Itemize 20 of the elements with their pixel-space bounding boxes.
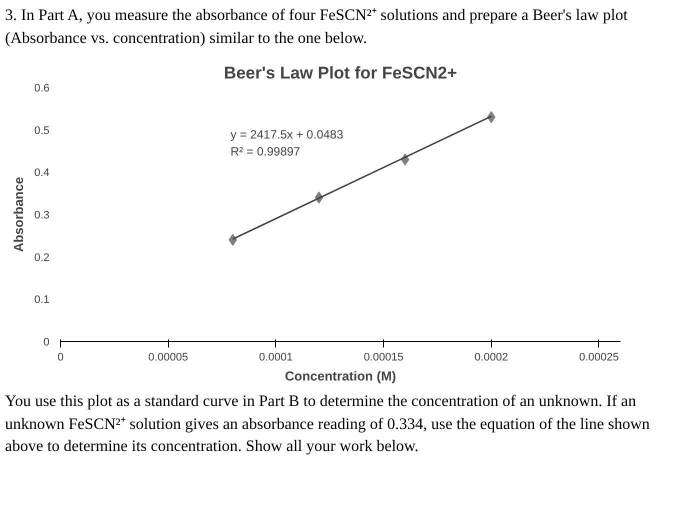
y-tick-label: 0.1 bbox=[34, 294, 50, 306]
chart-title: Beer's Law Plot for FeSCN2+ bbox=[224, 63, 458, 82]
annotation: R² = 0.99897 bbox=[230, 144, 301, 158]
text: You use this plot as a standard curve in Part B to determine the concentration of an unknown. If an unknown FeSCN²⁺ solution gives an absorbance reading of 0.334, use the equation of the line shown above to determine its concentration. Show all your work below. bbox=[5, 392, 651, 458]
x-tick-label: 0.00015 bbox=[364, 351, 404, 364]
y-tick-label: 0.6 bbox=[34, 82, 50, 94]
x-tick-label: 0.00005 bbox=[148, 351, 188, 364]
x-tick-label: 0 bbox=[57, 351, 64, 364]
y-tick-label: 0.2 bbox=[34, 252, 50, 264]
x-axis-title: Concentration (M) bbox=[284, 368, 396, 384]
text: 3. In Part A, you measure the absorbance of four FeSCN²⁺ solutions and prepare a Beer's law plot (Absorbance vs. concentration) similar to the one below. bbox=[5, 6, 629, 49]
x-tick-label: 0.0001 bbox=[259, 351, 293, 364]
y-tick-label: 0.5 bbox=[34, 124, 50, 137]
y-axis-title: Absorbance bbox=[11, 176, 26, 252]
annotation: y = 2417.5x + 0.0483 bbox=[230, 127, 344, 142]
x-tick-label: 0.00025 bbox=[579, 351, 619, 364]
y-tick-label: 0.3 bbox=[34, 209, 50, 222]
y-tick-label: 0.4 bbox=[34, 166, 50, 179]
y-tick-label: 0 bbox=[43, 336, 50, 348]
x-tick-label: 0.0002 bbox=[474, 351, 508, 364]
